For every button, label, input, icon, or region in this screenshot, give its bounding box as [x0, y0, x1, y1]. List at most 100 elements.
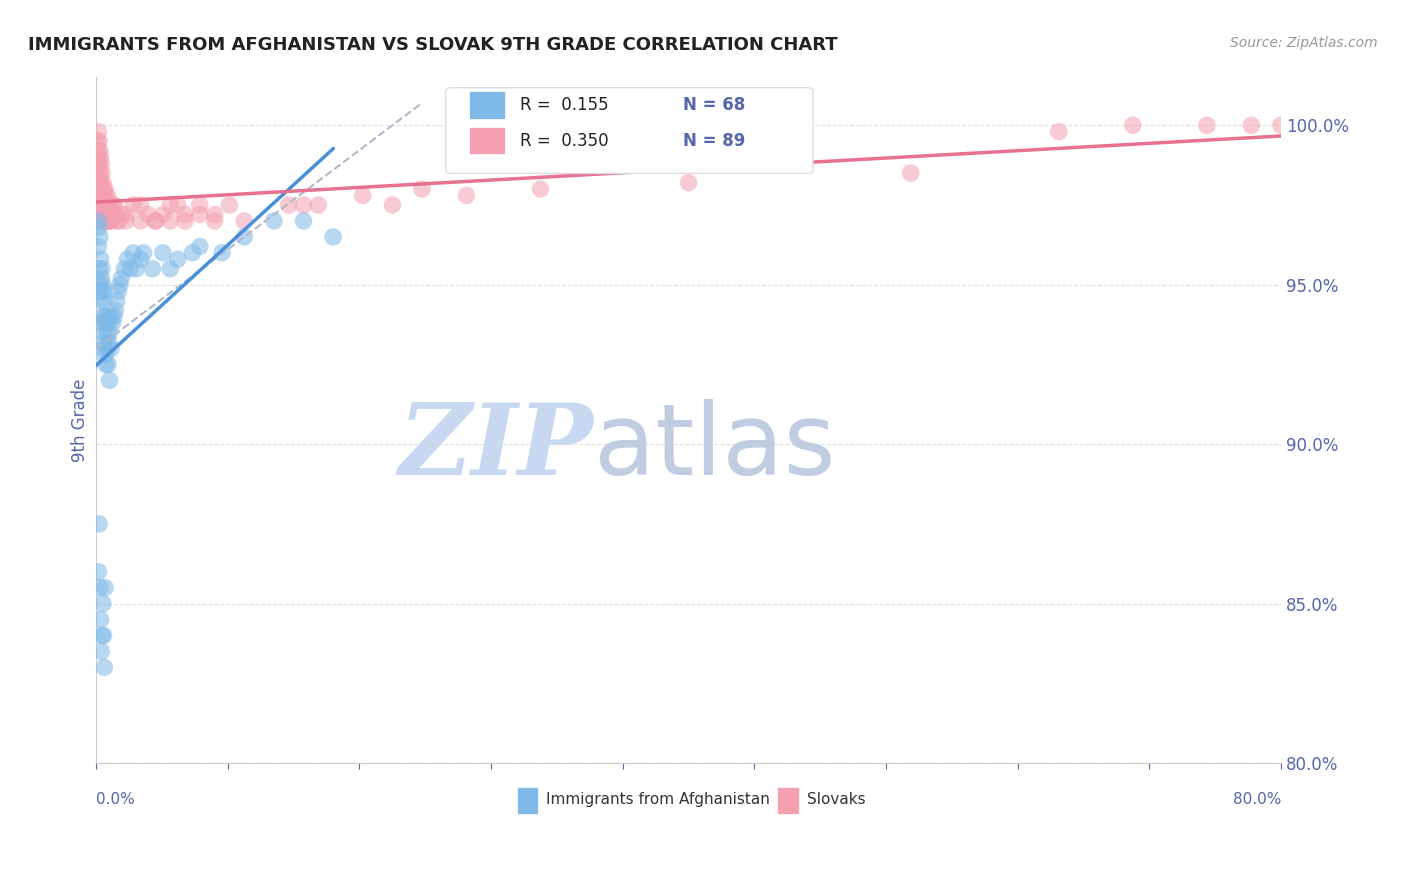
- Bar: [517, 787, 538, 814]
- Point: [91, 326, 114, 340]
- Bar: [470, 127, 505, 154]
- Point: [94, 348, 117, 362]
- Point: [90, 176, 112, 190]
- Point: [97, 316, 120, 330]
- Point: [381, 198, 404, 212]
- Point: [90, 188, 112, 202]
- Point: [100, 208, 122, 222]
- Point: [152, 245, 174, 260]
- Point: [97, 335, 120, 350]
- Point: [678, 176, 700, 190]
- Point: [96, 188, 118, 202]
- Point: [87, 156, 110, 170]
- Point: [100, 310, 122, 324]
- Point: [110, 271, 132, 285]
- Point: [89, 230, 111, 244]
- Point: [94, 316, 117, 330]
- Point: [166, 252, 188, 267]
- Point: [1240, 118, 1263, 132]
- Point: [98, 198, 121, 212]
- Point: [98, 198, 121, 212]
- Point: [129, 198, 152, 212]
- Point: [94, 310, 117, 324]
- Point: [94, 581, 117, 595]
- Point: [90, 150, 112, 164]
- Text: R =  0.350: R = 0.350: [520, 131, 609, 150]
- Point: [90, 613, 112, 627]
- Point: [97, 208, 120, 222]
- Point: [90, 182, 112, 196]
- Text: ZIP: ZIP: [399, 400, 593, 496]
- Point: [122, 245, 145, 260]
- Point: [94, 208, 117, 222]
- Point: [101, 208, 124, 222]
- Point: [87, 239, 110, 253]
- Point: [91, 310, 114, 324]
- Point: [91, 166, 114, 180]
- Point: [125, 261, 148, 276]
- Point: [107, 214, 129, 228]
- Point: [204, 208, 226, 222]
- Point: [93, 208, 115, 222]
- Point: [233, 230, 256, 244]
- Point: [94, 182, 117, 196]
- Point: [159, 261, 181, 276]
- Point: [90, 284, 112, 298]
- Text: N = 89: N = 89: [683, 131, 745, 150]
- Point: [98, 326, 121, 340]
- Point: [152, 208, 174, 222]
- Point: [145, 214, 167, 228]
- Point: [96, 198, 118, 212]
- Point: [87, 144, 110, 158]
- Point: [120, 261, 142, 276]
- FancyBboxPatch shape: [446, 87, 813, 173]
- Point: [94, 188, 117, 202]
- Point: [218, 198, 240, 212]
- Point: [93, 293, 115, 308]
- Point: [129, 252, 152, 267]
- Point: [98, 214, 121, 228]
- Text: Slovaks: Slovaks: [807, 792, 866, 807]
- Point: [141, 261, 163, 276]
- Point: [100, 214, 122, 228]
- Point: [90, 252, 112, 267]
- Point: [94, 358, 117, 372]
- Point: [93, 628, 115, 642]
- Point: [93, 335, 115, 350]
- Point: [97, 358, 120, 372]
- Point: [108, 277, 131, 292]
- Point: [122, 198, 145, 212]
- Point: [211, 245, 233, 260]
- Point: [117, 252, 139, 267]
- Point: [1195, 118, 1218, 132]
- Point: [90, 293, 112, 308]
- Point: [107, 214, 129, 228]
- Text: atlas: atlas: [593, 399, 835, 496]
- Point: [93, 208, 115, 222]
- Point: [181, 245, 204, 260]
- Point: [174, 208, 197, 222]
- Point: [89, 176, 111, 190]
- Bar: [778, 787, 799, 814]
- Text: N = 68: N = 68: [683, 96, 745, 114]
- Point: [96, 310, 118, 324]
- Point: [91, 597, 114, 611]
- Point: [129, 214, 152, 228]
- Point: [93, 284, 115, 298]
- Text: R =  0.155: R = 0.155: [520, 96, 609, 114]
- Point: [87, 565, 110, 579]
- Point: [89, 166, 111, 180]
- Point: [292, 214, 315, 228]
- Point: [91, 261, 114, 276]
- Point: [97, 198, 120, 212]
- Point: [98, 373, 121, 387]
- Point: [93, 660, 115, 674]
- Point: [91, 188, 114, 202]
- Point: [93, 188, 115, 202]
- Text: Source: ZipAtlas.com: Source: ZipAtlas.com: [1230, 36, 1378, 50]
- Point: [174, 214, 197, 228]
- Point: [110, 208, 132, 222]
- Point: [100, 342, 122, 356]
- Point: [159, 214, 181, 228]
- Point: [104, 303, 127, 318]
